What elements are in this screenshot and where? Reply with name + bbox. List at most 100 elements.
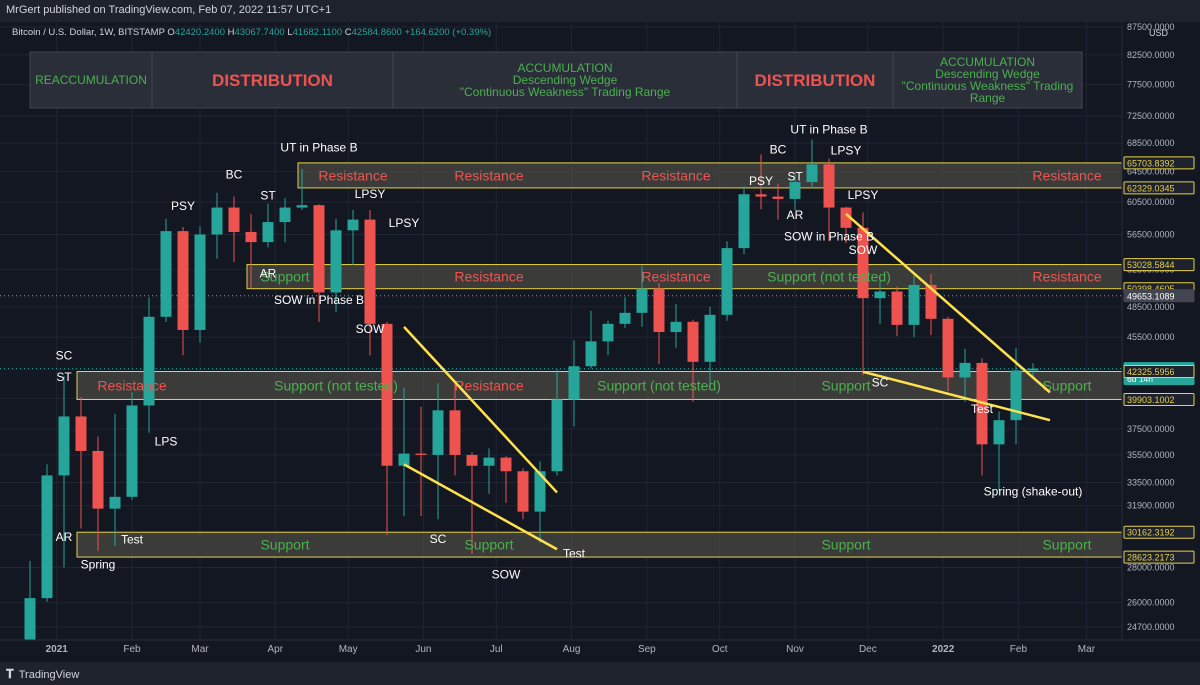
zone-label-resistance: Resistance bbox=[454, 167, 523, 183]
candle-up bbox=[143, 297, 155, 433]
candle-down bbox=[245, 213, 257, 289]
price-badge: 62329.0345 bbox=[1123, 181, 1195, 195]
wyckoff-label: SC bbox=[430, 532, 447, 546]
candle-up bbox=[58, 376, 70, 568]
x-tick-label: Feb bbox=[123, 644, 141, 655]
wyckoff-label: AR bbox=[260, 267, 277, 281]
candle-up bbox=[109, 413, 121, 546]
zone-box bbox=[76, 531, 1122, 558]
candle-up bbox=[398, 387, 410, 517]
candle-up bbox=[602, 320, 614, 356]
candle-down bbox=[976, 358, 988, 476]
wyckoff-label: SOW bbox=[356, 322, 385, 336]
candle-body bbox=[534, 471, 546, 512]
phase-box: DISTRIBUTION bbox=[151, 51, 394, 109]
candle-body bbox=[279, 207, 291, 223]
candle-body bbox=[126, 405, 138, 497]
y-tick-label: 45500.0000 bbox=[1127, 332, 1175, 342]
price-badge-value: 62329.0345 bbox=[1127, 183, 1175, 193]
wyckoff-label: SOW bbox=[849, 243, 878, 257]
phase-box-label: Range bbox=[970, 91, 1006, 105]
wyckoff-label: SC bbox=[872, 376, 889, 390]
tradingview-logo: 𝐓 TradingView bbox=[6, 667, 79, 682]
phase-box-label: Descending Wedge bbox=[935, 67, 1040, 81]
wyckoff-label: ST bbox=[56, 370, 72, 384]
wyckoff-label: Test bbox=[563, 546, 586, 560]
y-tick-label: 77500.0000 bbox=[1127, 80, 1175, 90]
candle-body bbox=[330, 230, 342, 293]
price-badge-value: 39903.1002 bbox=[1127, 395, 1175, 405]
trendline bbox=[862, 370, 1051, 422]
x-tick-label: Apr bbox=[268, 644, 284, 655]
wyckoff-label: UT in Phase B bbox=[790, 123, 867, 137]
wyckoff-label: SC bbox=[56, 349, 73, 363]
y-tick-label: 82500.0000 bbox=[1127, 50, 1175, 60]
candle-down bbox=[449, 383, 461, 476]
candle-up bbox=[347, 209, 359, 265]
candle-body bbox=[585, 341, 597, 367]
candle-body bbox=[466, 454, 478, 466]
x-tick-label: Jun bbox=[415, 644, 431, 655]
wyckoff-label: LPS bbox=[155, 435, 178, 449]
candle-body bbox=[296, 205, 308, 208]
price-badge-value: 50398.4605 bbox=[1127, 284, 1175, 294]
wyckoff-label: PSY bbox=[749, 174, 773, 188]
candle-body bbox=[177, 231, 189, 330]
y-tick-label: 26000.0000 bbox=[1127, 598, 1175, 608]
candle-down bbox=[755, 154, 767, 210]
y-tick-label: 64500.0000 bbox=[1127, 167, 1175, 177]
price-badge-bg bbox=[1123, 392, 1195, 406]
y-tick-label: 35500.0000 bbox=[1127, 450, 1175, 460]
candle-up bbox=[619, 297, 631, 328]
phase-box-bg bbox=[736, 51, 894, 109]
candle-up bbox=[568, 340, 580, 427]
candle-up bbox=[636, 265, 648, 327]
candle-body bbox=[772, 196, 784, 199]
candle-up bbox=[874, 274, 886, 324]
candle-body bbox=[24, 598, 36, 640]
x-tick-label: Dec bbox=[859, 644, 877, 655]
wyckoff-label: Spring (shake-out) bbox=[984, 484, 1083, 498]
candle-body bbox=[160, 231, 172, 317]
y-tick-label: 56500.0000 bbox=[1127, 229, 1175, 239]
candle-down bbox=[92, 436, 104, 551]
y-tick-label: 48500.0000 bbox=[1127, 302, 1175, 312]
candle-body bbox=[245, 231, 257, 243]
ohlc-h-value: 43067.7400 bbox=[235, 27, 288, 38]
candle-up bbox=[908, 275, 920, 338]
wyckoff-label: ST bbox=[260, 189, 276, 203]
wyckoff-label: PSY bbox=[171, 199, 195, 213]
zone-label-support: Support bbox=[464, 537, 513, 553]
candle-body bbox=[891, 291, 903, 325]
candle-body bbox=[551, 399, 563, 472]
y-tick-label: 24700.0000 bbox=[1127, 622, 1175, 632]
phase-box-label: Descending Wedge bbox=[513, 73, 618, 87]
zone-label-support: Support bbox=[821, 377, 870, 393]
zone-label-resistance: Resistance bbox=[1032, 269, 1101, 285]
phase-box-label: ACCUMULATION bbox=[940, 55, 1035, 69]
candle-body bbox=[874, 291, 886, 299]
candle-body bbox=[75, 416, 87, 451]
candle-down bbox=[687, 319, 699, 402]
y-tick-label: 37500.0000 bbox=[1127, 424, 1175, 434]
ohlc-c-value: 42584.8600 bbox=[352, 27, 405, 38]
chart-area[interactable]: Resistance Resistance Resistance Resistance… bbox=[0, 22, 1200, 662]
phase-box: REACCUMULATION bbox=[29, 51, 153, 109]
candle-body bbox=[755, 194, 767, 197]
candle-body bbox=[687, 321, 699, 362]
candle-up bbox=[279, 198, 291, 243]
wyckoff-label: AR bbox=[787, 208, 804, 222]
price-badge-bg bbox=[1123, 156, 1195, 170]
publisher-bar: MrGert published on TradingView.com, Feb… bbox=[0, 0, 1200, 22]
candle-down bbox=[228, 196, 240, 263]
candle-body bbox=[41, 475, 53, 599]
candle-body bbox=[58, 416, 70, 476]
candle-down bbox=[823, 158, 835, 242]
phase-box-bg bbox=[392, 51, 738, 109]
wyckoff-label: SOW in Phase B bbox=[784, 229, 874, 243]
candle-body bbox=[262, 222, 274, 243]
price-badge-bg bbox=[1123, 550, 1195, 564]
phase-box-label: DISTRIBUTION bbox=[755, 71, 876, 90]
candle-body bbox=[347, 219, 359, 231]
